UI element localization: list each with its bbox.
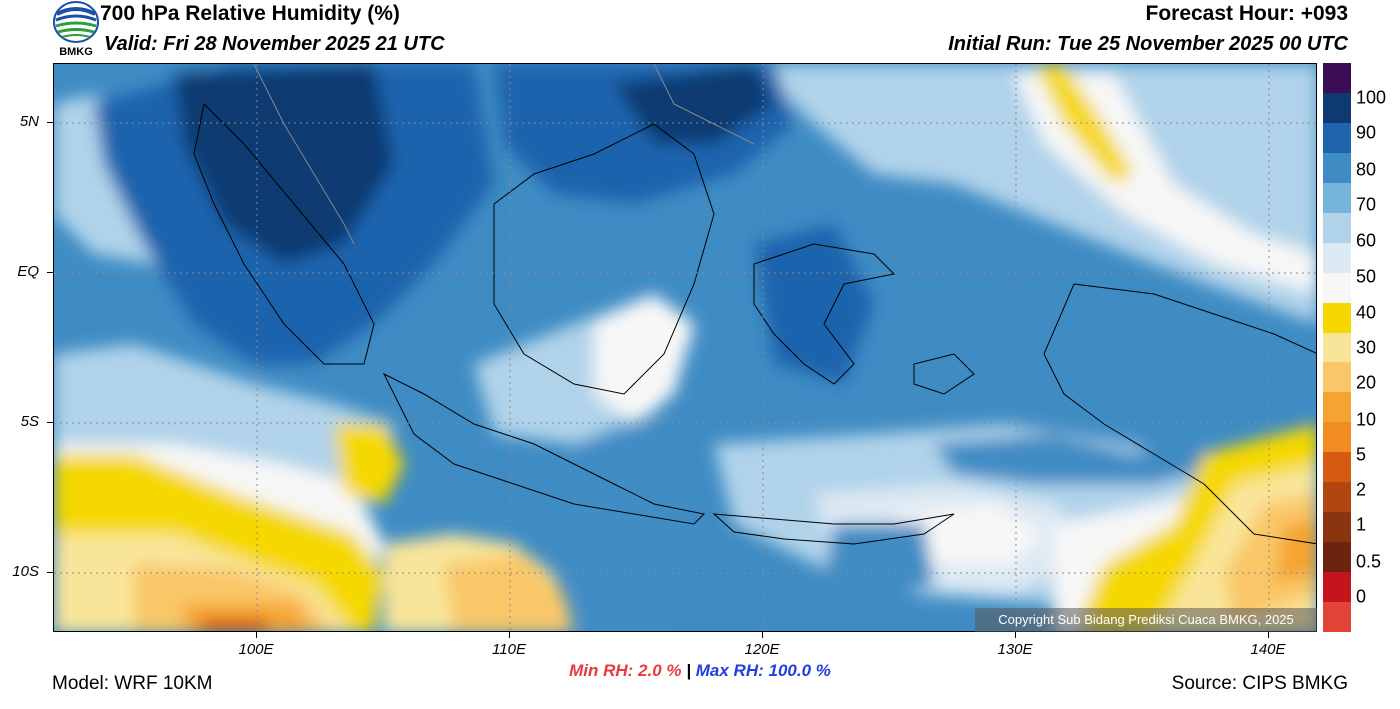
- colorbar-label: 50: [1356, 266, 1377, 287]
- max-rh: Max RH: 100.0 %: [695, 661, 831, 680]
- colorbar-segment: [1323, 63, 1351, 94]
- malay-peninsula-coast: [253, 64, 355, 245]
- lat-label-5n: 5N: [19, 113, 39, 130]
- colorbar-segment: [1323, 152, 1351, 184]
- bmkg-logo: BMKG: [52, 0, 100, 60]
- colorbar-segment: [1323, 392, 1351, 423]
- colorbar-segment: [1323, 362, 1351, 393]
- logo-text: BMKG: [59, 46, 93, 58]
- stats-separator: |: [686, 661, 692, 680]
- colorbar-label: 30: [1356, 337, 1377, 358]
- colorbar-segment: [1323, 182, 1351, 214]
- colorbar-segment: [1323, 212, 1351, 244]
- colorbar-segment: [1323, 482, 1351, 513]
- copyright-notice: Copyright Sub Bidang Prediksi Cuaca BMKG…: [975, 608, 1317, 632]
- colorbar-label: 0: [1356, 586, 1367, 607]
- bmkg-logo-icon: [53, 1, 99, 43]
- min-rh-value: 2.0 %: [638, 661, 682, 680]
- min-rh-label: Min RH:: [569, 661, 634, 680]
- colorbar-label: 60: [1356, 230, 1377, 251]
- lon-tick: [1268, 632, 1269, 638]
- forecast-hour: Forecast Hour: +093: [1145, 2, 1349, 25]
- lon-label-140e: 140E: [1250, 641, 1286, 658]
- colorbar-segment: [1323, 122, 1351, 154]
- initial-run: Initial Run: Tue 25 November 2025 00 UTC: [948, 33, 1348, 55]
- lon-label-120e: 120E: [744, 641, 780, 658]
- lon-tick: [1015, 632, 1016, 638]
- colorbar: [1323, 63, 1351, 633]
- lat-tick: [47, 422, 53, 423]
- lon-tick: [256, 632, 257, 638]
- colorbar-label: 2: [1356, 479, 1367, 500]
- colorbar-label: 40: [1356, 302, 1377, 323]
- humidity-map: [53, 63, 1317, 632]
- borneo-coast: [493, 123, 715, 395]
- colorbar-label: 70: [1356, 194, 1377, 215]
- lat-tick: [47, 272, 53, 273]
- rh-stats: Min RH: 2.0 % | Max RH: 100.0 %: [0, 661, 1400, 681]
- colorbar-label: 20: [1356, 372, 1377, 393]
- colorbar-label: 90: [1356, 122, 1377, 143]
- colorbar-segment: [1323, 92, 1351, 124]
- lon-label-110e: 110E: [492, 641, 526, 658]
- colorbar-segment: [1323, 602, 1351, 633]
- lat-tick: [47, 572, 53, 573]
- colorbar-segment: [1323, 242, 1351, 274]
- colorbar-segment: [1323, 452, 1351, 483]
- lat-label-eq: EQ: [17, 263, 39, 280]
- lon-tick: [509, 632, 510, 638]
- colorbar-label: 80: [1356, 159, 1377, 180]
- source-label: Source: CIPS BMKG: [1171, 673, 1348, 694]
- colorbar-segment: [1323, 572, 1351, 603]
- lat-tick: [47, 122, 53, 123]
- colorbar-label: 5: [1356, 444, 1367, 465]
- colorbar-segment: [1323, 272, 1351, 304]
- colorbar-label: 0.5: [1356, 551, 1382, 572]
- north-borneo-coast: [653, 64, 755, 145]
- model-label: Model: WRF 10KM: [52, 673, 213, 694]
- java-coast: [382, 372, 706, 525]
- sulawesi-coast: [753, 243, 896, 385]
- valid-time: Valid: Fri 28 November 2025 21 UTC: [104, 33, 445, 55]
- papua-coast: [1043, 283, 1316, 545]
- colorbar-segment: [1323, 332, 1351, 363]
- colorbar-segment: [1323, 542, 1351, 573]
- lon-tick: [762, 632, 763, 638]
- chart-title: 700 hPa Relative Humidity (%): [100, 2, 400, 25]
- lon-label-100e: 100E: [238, 641, 274, 658]
- lon-label-130e: 130E: [997, 641, 1033, 658]
- colorbar-label: 100: [1356, 87, 1387, 108]
- humidity-field: [54, 64, 1316, 631]
- colorbar-label: 1: [1356, 514, 1367, 535]
- sumatra-coast: [193, 102, 375, 365]
- colorbar-segment: [1323, 302, 1351, 334]
- colorbar-segment: [1323, 512, 1351, 543]
- lat-label-5s: 5S: [20, 413, 39, 430]
- lat-label-10s: 10S: [12, 563, 39, 580]
- colorbar-label: 10: [1356, 409, 1377, 430]
- colorbar-segment: [1323, 422, 1351, 453]
- nusa-tenggara-coast: [712, 513, 955, 545]
- maluku-coast: [913, 353, 975, 395]
